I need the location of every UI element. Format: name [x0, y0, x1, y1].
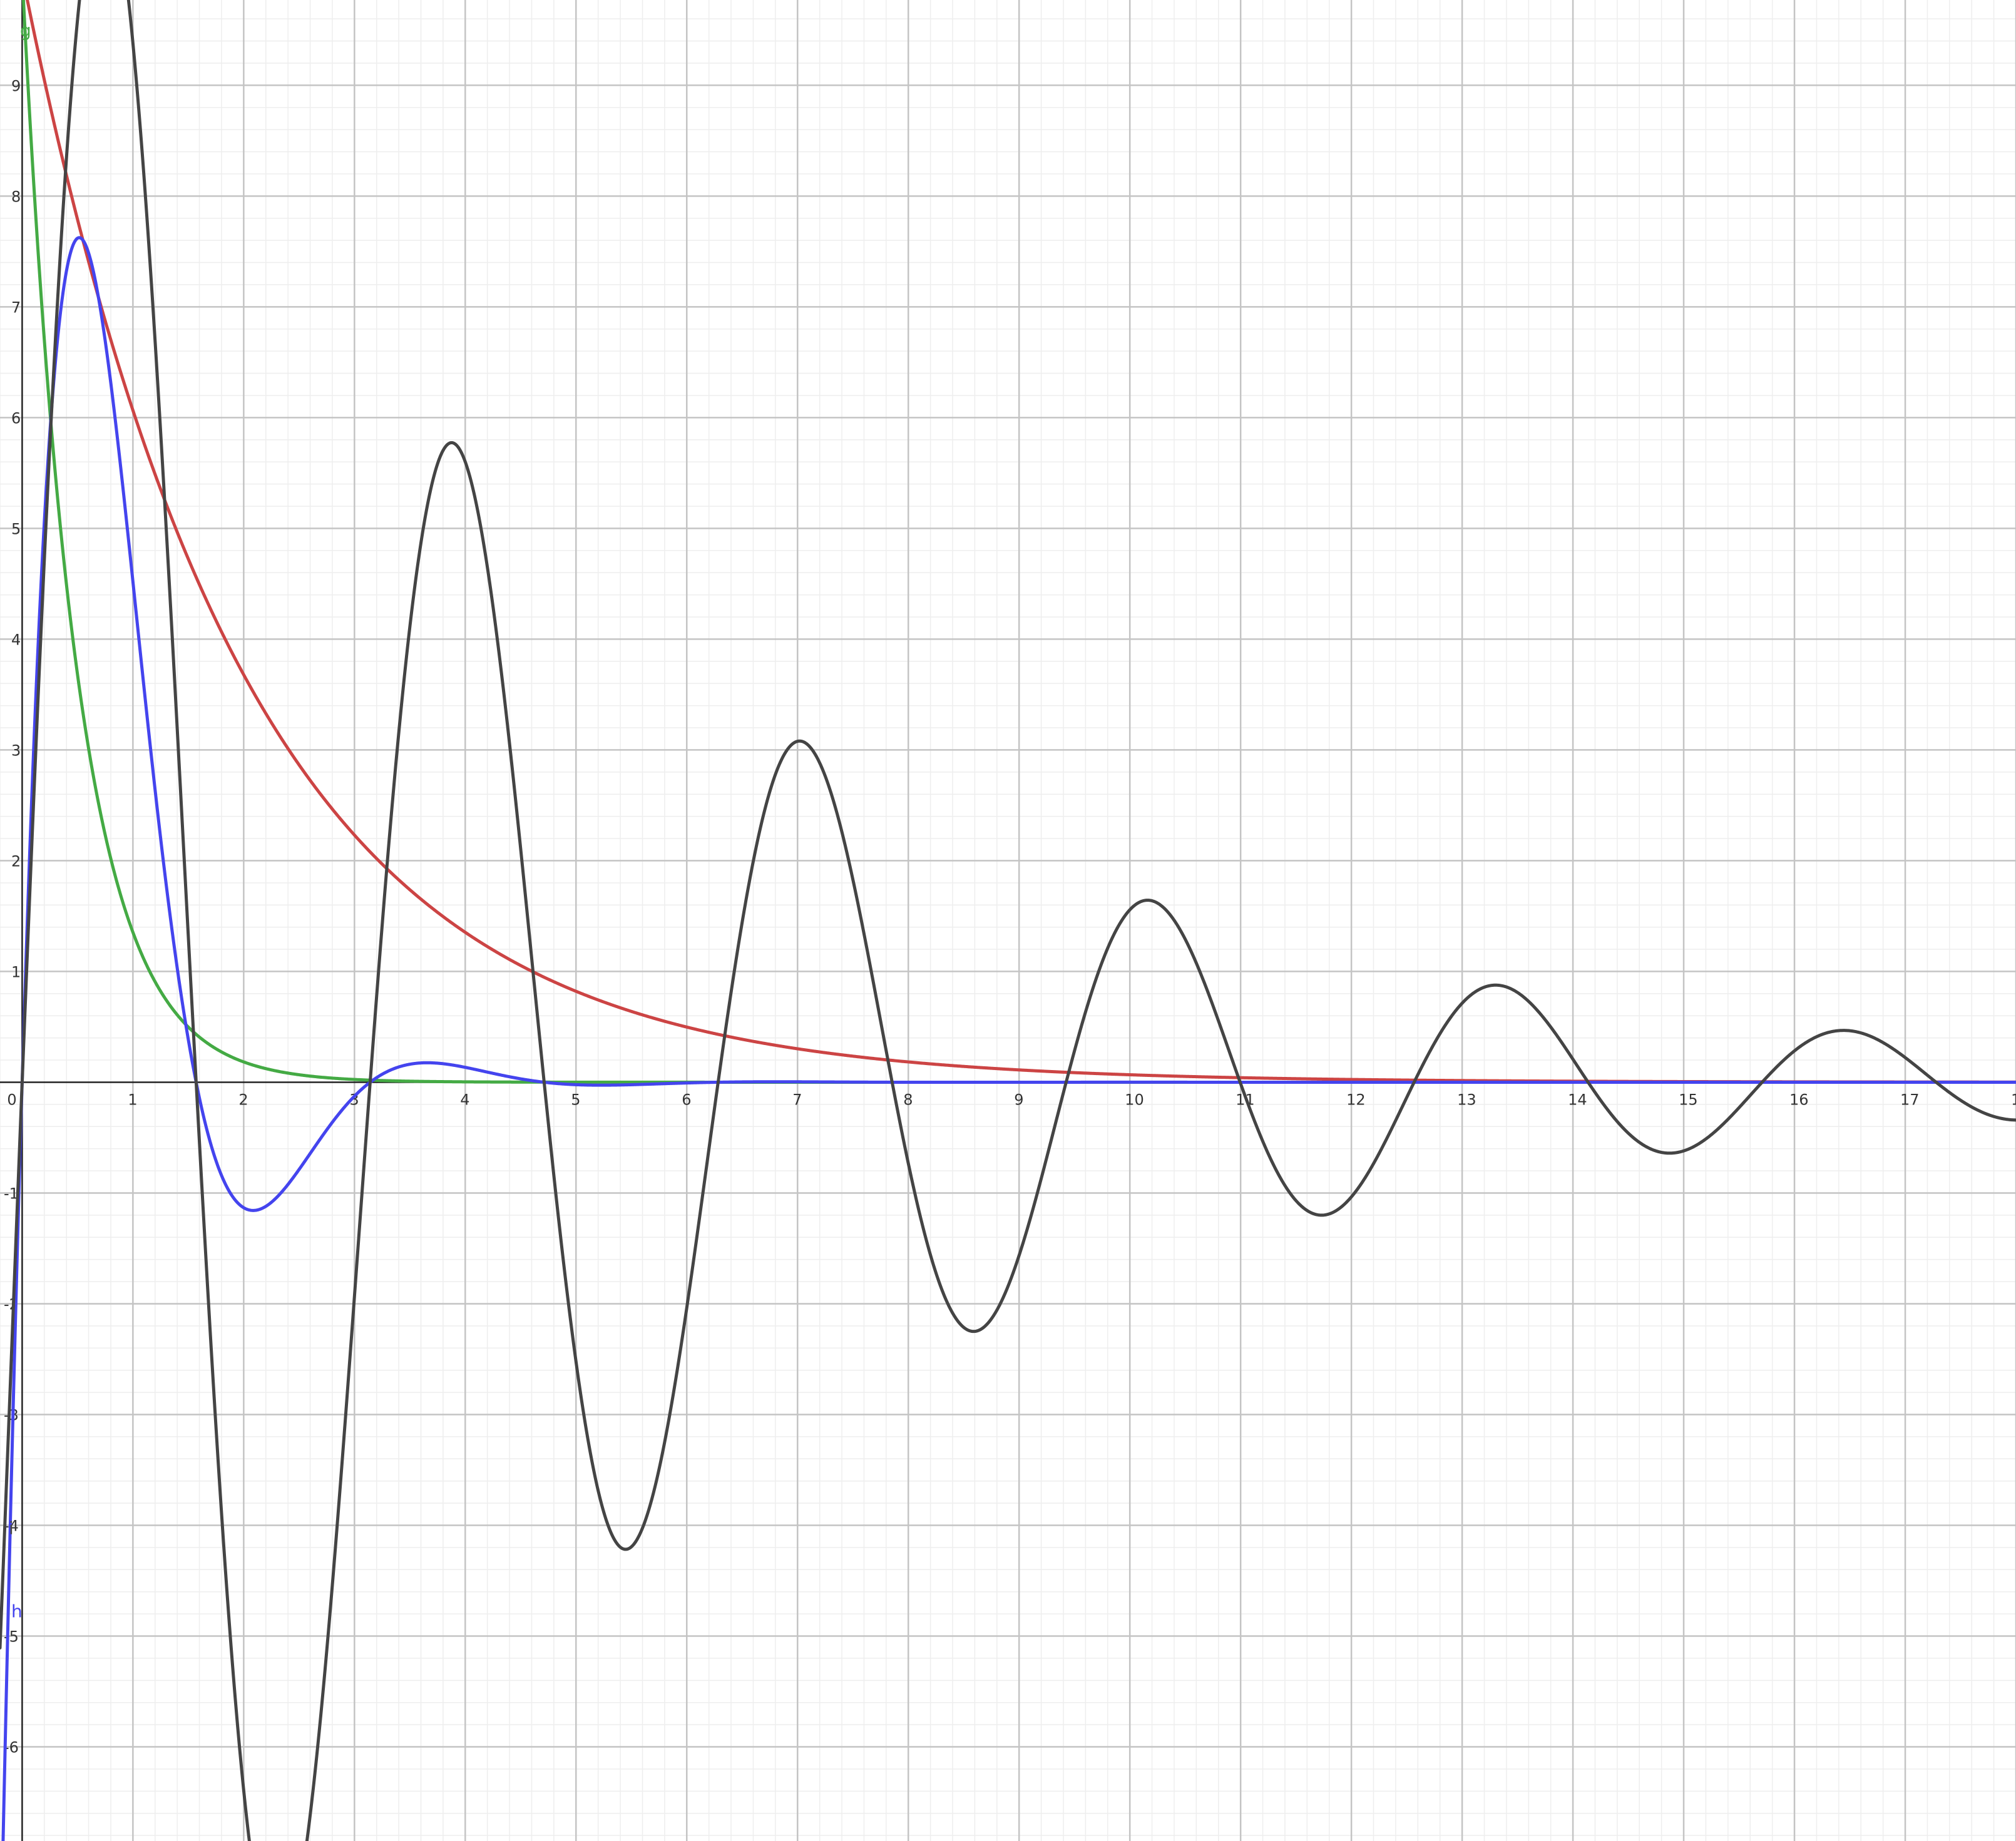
curve-label-g: g	[20, 20, 31, 41]
x-tick-label: 14	[1568, 1091, 1587, 1108]
x-tick-label: 15	[1679, 1091, 1698, 1108]
x-tick-label: 8	[903, 1091, 913, 1108]
y-tick-label: -1	[4, 1185, 19, 1202]
x-tick-label: 4	[460, 1091, 469, 1108]
x-tick-label: 2	[238, 1091, 248, 1108]
x-tick-label: 13	[1457, 1091, 1476, 1108]
y-tick-label: 9	[11, 77, 21, 94]
x-tick-label: 1	[128, 1091, 137, 1108]
y-tick-label: -3	[4, 1406, 19, 1424]
y-tick-label: 8	[11, 188, 21, 205]
x-tick-label: 9	[1014, 1091, 1023, 1108]
x-tick-label: 1	[2011, 1091, 2016, 1108]
x-tick-label: 17	[1900, 1091, 1920, 1108]
series-line-h	[1, 236, 2016, 1841]
curve-label-i: i	[9, 1518, 14, 1539]
y-tick-label: 5	[11, 520, 21, 538]
y-tick-label: 6	[11, 409, 21, 427]
y-tick-label: 4	[11, 631, 21, 648]
x-tick-label: 0	[7, 1091, 16, 1108]
x-tick-label: 10	[1125, 1091, 1144, 1108]
x-tick-label: 16	[1789, 1091, 1809, 1108]
y-tick-label: 7	[11, 298, 21, 316]
y-tick-label: 2	[11, 852, 21, 870]
x-tick-label: 12	[1346, 1091, 1366, 1108]
x-tick-label: 5	[571, 1091, 580, 1108]
curve-labels: g h i	[9, 20, 31, 1621]
y-tick-label: -6	[4, 1739, 19, 1757]
x-tick-labels: 0 1 2 3 4 5 6 7 8 9 10 11 12 13 14 15 16 17 1	[7, 1091, 2016, 1108]
y-tick-label: 3	[11, 742, 21, 759]
y-tick-label: 1	[11, 963, 21, 981]
x-tick-label: 6	[682, 1091, 691, 1108]
x-tick-label: 7	[792, 1091, 802, 1108]
curve-label-h: h	[11, 1601, 23, 1621]
